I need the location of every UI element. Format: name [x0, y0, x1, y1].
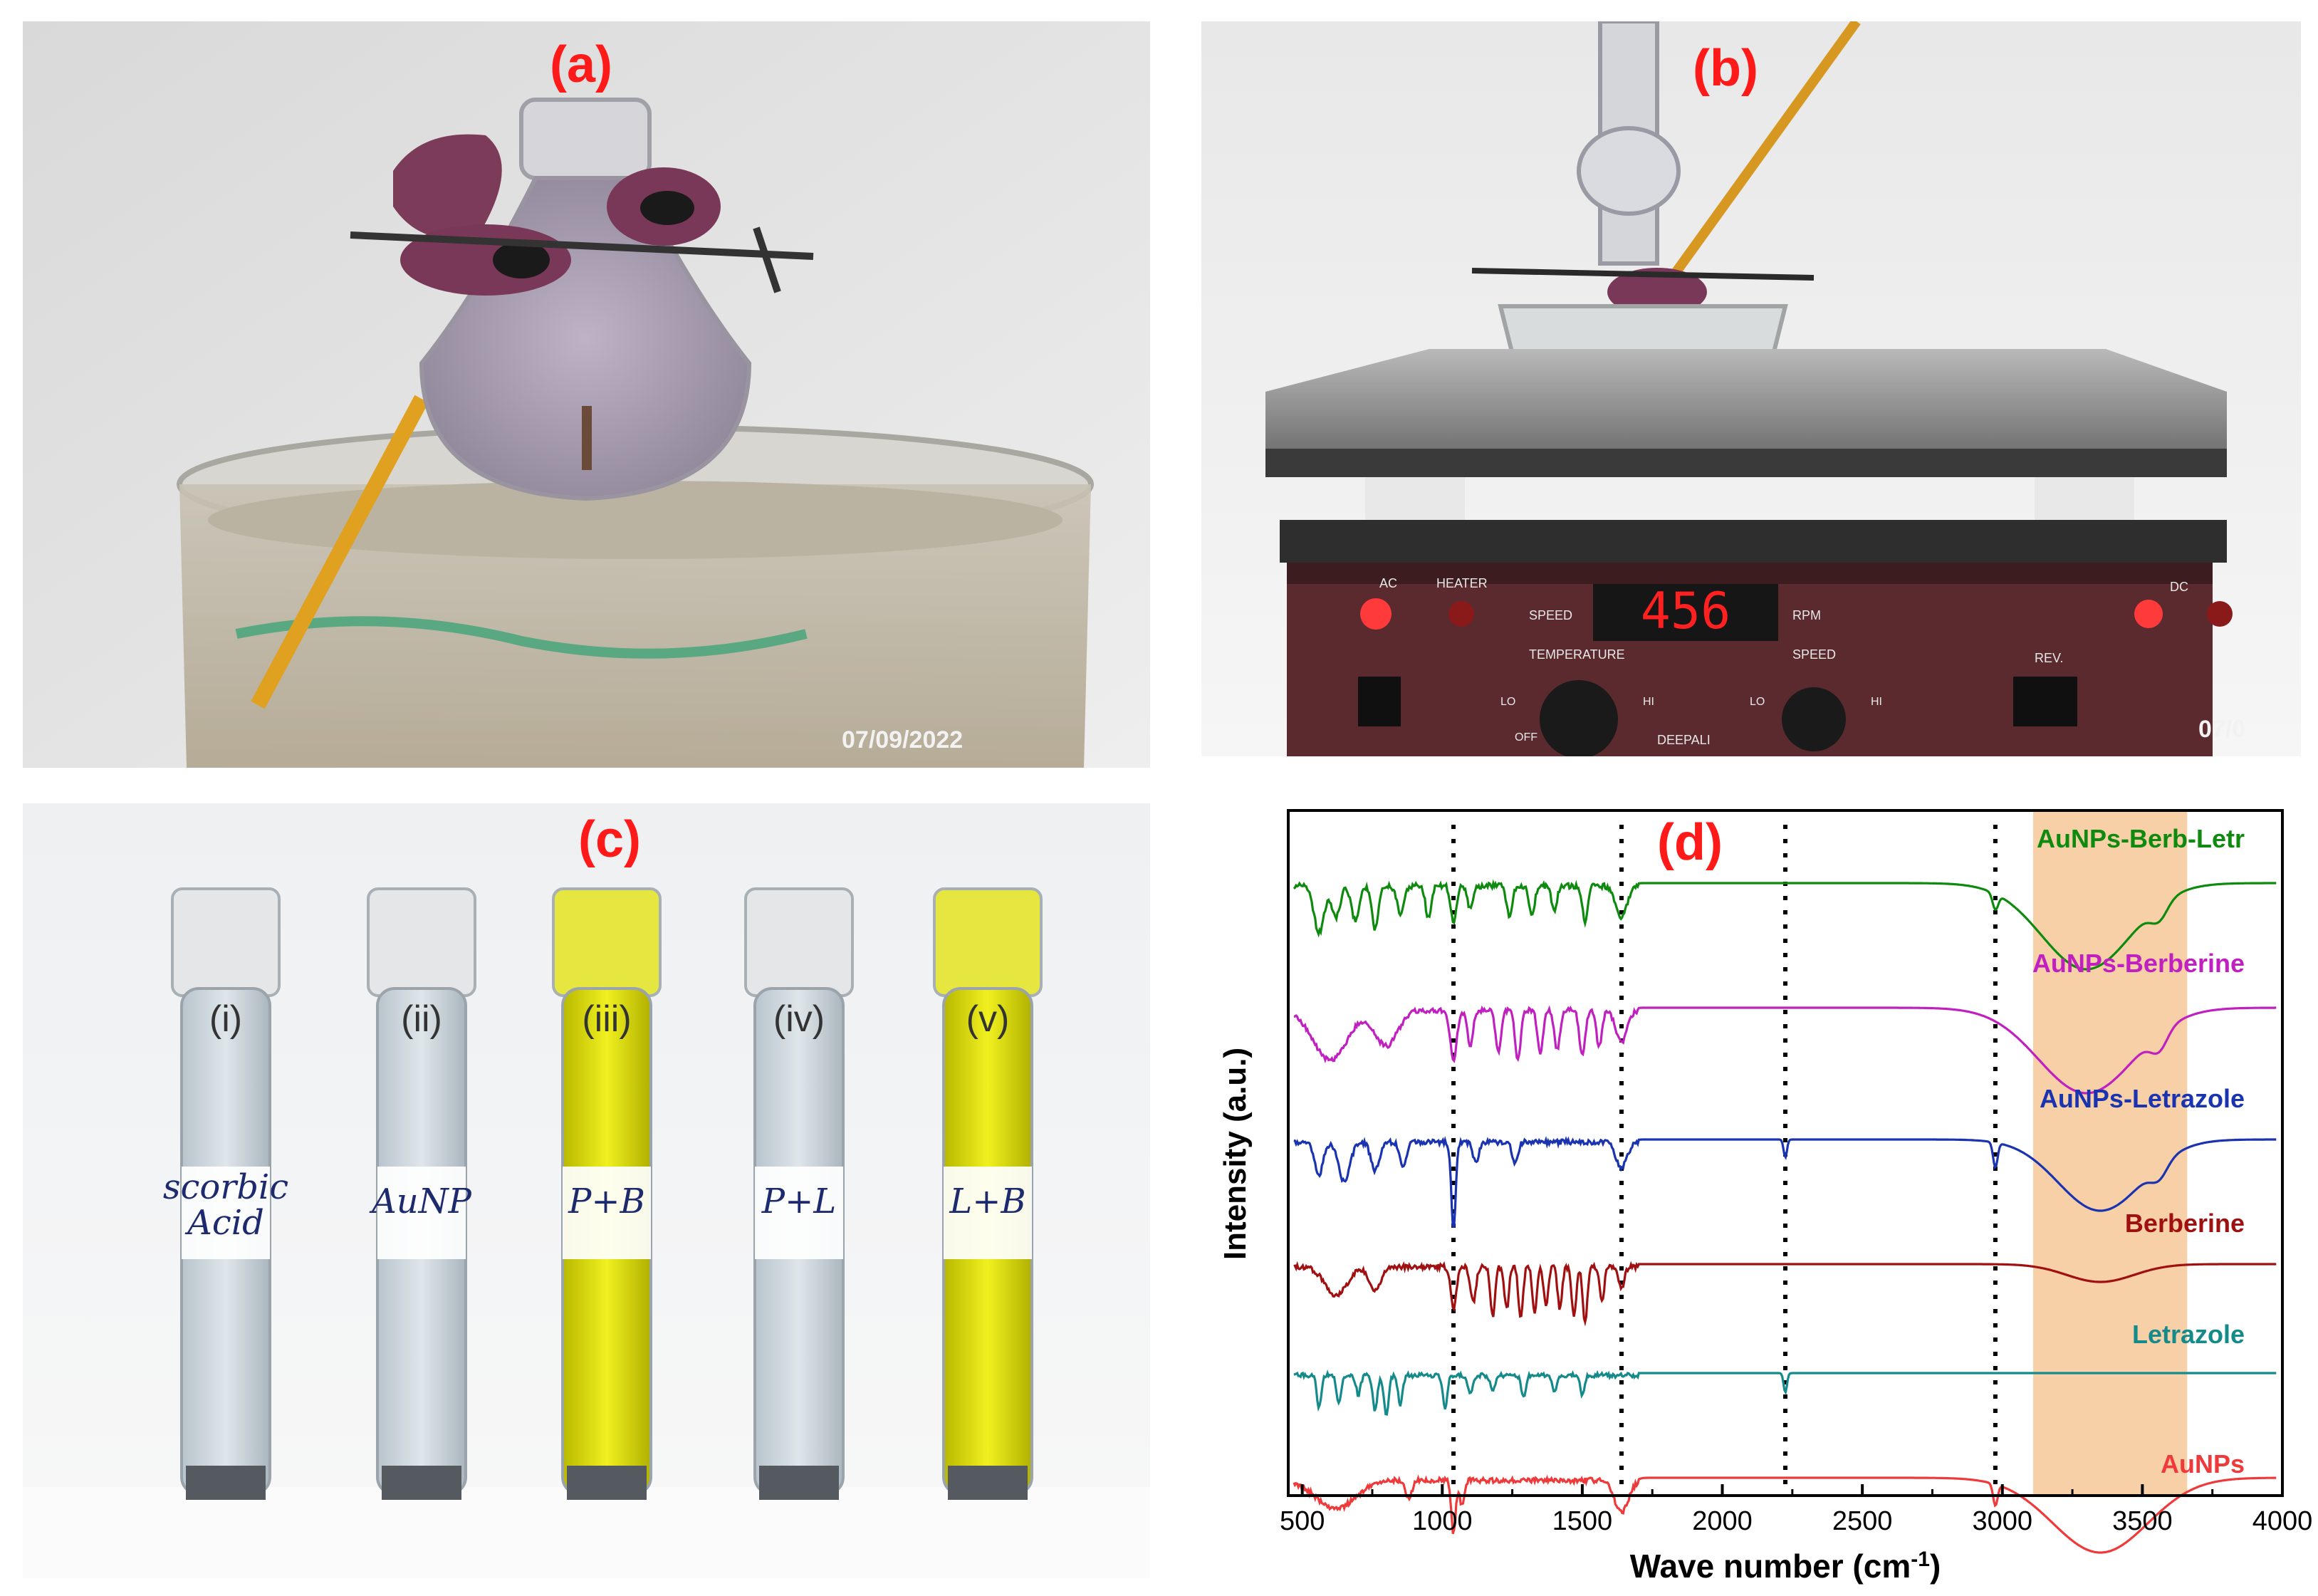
tube-base	[567, 1466, 647, 1500]
tube-cap	[744, 887, 854, 997]
panel-a-label: (a)	[550, 36, 612, 93]
panel-b-date-stamp: 07/0	[2198, 716, 2246, 743]
panel-d-ftir-chart: AuNPs-Berb-Letr AuNPs-Berberine AuNPs-Letr…	[1201, 798, 2318, 1596]
tube-cap	[933, 887, 1043, 997]
tube-base	[186, 1466, 266, 1500]
series-label: AuNPs-Berb-Letr	[2037, 824, 2245, 853]
tube-handwritten-note: L+B	[949, 1182, 1025, 1221]
x-axis-label-close: )	[1930, 1548, 1941, 1585]
series-label: AuNPs-Berberine	[2032, 949, 2245, 978]
control-label-brand: DEEPALI	[1657, 733, 1711, 747]
tube-base	[759, 1466, 839, 1500]
tube-label-sticker	[563, 1167, 651, 1259]
tube-handwritten-note: P+B	[568, 1182, 645, 1221]
series-label: Letrazole	[2132, 1320, 2245, 1349]
spectrum-line	[1293, 1135, 2277, 1228]
panel-d-label: (d)	[1657, 814, 1723, 871]
spectrum-line	[1293, 1370, 2277, 1416]
x-axis-label-exponent: -1	[1911, 1548, 1930, 1571]
control-label-rpm: RPM	[1792, 608, 1821, 622]
tube-label-sticker	[182, 1167, 270, 1259]
control-label-off: OFF	[1515, 731, 1537, 744]
panel-b-label: (b)	[1693, 40, 1758, 97]
y-axis-label: Intensity (a.u.)	[1218, 1048, 1253, 1260]
control-label-lo-2: LO	[1750, 696, 1765, 708]
hot-plate-stirrer-photo: 456 AC HEATER SPEED RPM DC TEMPERATURE S…	[1201, 21, 2301, 756]
tube-base	[382, 1466, 461, 1500]
tube-handwritten-note: P+L	[761, 1182, 836, 1221]
control-label-hi-2: HI	[1871, 696, 1882, 708]
panel-c-photo: (i) scorbic Acid (ii) AuNP (iii) P+B (iv) P+L (v)…	[23, 803, 1150, 1578]
control-label-speed: SPEED	[1529, 608, 1572, 622]
spectrum-line	[1293, 879, 2277, 971]
plot-frame	[1287, 809, 2284, 1497]
tube-cap	[552, 887, 662, 997]
series-label: AuNPs	[2161, 1449, 2245, 1478]
control-label-heater: HEATER	[1436, 576, 1488, 590]
panel-a-photo: (a) 07/09/2022	[23, 21, 1150, 768]
x-tick-label: 1500	[1552, 1506, 1613, 1536]
rpm-display: 456	[1641, 582, 1730, 640]
tube-handwritten-note: Acid	[184, 1203, 264, 1243]
panel-c-label: (c)	[578, 811, 641, 868]
x-axis-label: Wave number (cm-1)	[1630, 1548, 1941, 1585]
x-tick-label: 2500	[1832, 1506, 1893, 1536]
panel-b-photo: 456 AC HEATER SPEED RPM DC TEMPERATURE S…	[1201, 21, 2301, 756]
tube-roman-numeral: (iii)	[582, 998, 631, 1040]
control-label-rev: REV.	[2035, 651, 2063, 665]
x-tick-label: 3500	[2112, 1506, 2173, 1536]
control-label-dc: DC	[2170, 580, 2188, 594]
series-label: AuNPs-Letrazole	[2040, 1084, 2245, 1113]
tube-label-sticker	[755, 1167, 843, 1259]
sample-tube: (v) L+B	[933, 887, 1043, 1500]
sample-tube: (iv) P+L	[744, 887, 854, 1500]
tube-cap	[367, 887, 476, 997]
tube-handwritten-note: scorbic	[163, 1167, 288, 1207]
ftir-spectra-svg: AuNPs-Berb-Letr AuNPs-Berberine AuNPs-Letr…	[1201, 798, 2318, 1596]
control-label-temperature: TEMPERATURE	[1529, 647, 1625, 662]
control-label-hi-1: HI	[1643, 696, 1654, 708]
series-label: Berberine	[2125, 1209, 2245, 1238]
sample-tube: (ii) AuNP	[367, 887, 476, 1500]
tube-label-sticker	[944, 1167, 1032, 1259]
tube-base	[948, 1466, 1028, 1500]
x-axis-label-text: Wave number (cm	[1630, 1548, 1911, 1585]
panel-a-date-stamp: 07/09/2022	[842, 726, 964, 753]
tube-cap	[171, 887, 281, 997]
spectrum-line	[1293, 1261, 2277, 1327]
sample-tube: (iii) P+B	[552, 887, 662, 1500]
x-tick-label: 2000	[1692, 1506, 1753, 1536]
x-tick-label: 4000	[2252, 1506, 2313, 1536]
spectrum-line	[1293, 1005, 2277, 1095]
tube-label-sticker	[377, 1167, 466, 1259]
tube-handwritten-note: AuNP	[369, 1182, 472, 1221]
x-tick-label: 500	[1280, 1506, 1325, 1536]
tube-roman-numeral: (i)	[209, 998, 242, 1040]
control-label-speed-2: SPEED	[1792, 647, 1836, 662]
tube-roman-numeral: (ii)	[401, 998, 442, 1040]
control-label-lo-1: LO	[1500, 696, 1515, 708]
flask-in-water-bath-photo	[23, 21, 1150, 768]
highlight-region	[2033, 810, 2188, 1496]
x-tick-label: 1000	[1412, 1506, 1473, 1536]
control-label-ac: AC	[1379, 576, 1397, 590]
x-tick-label: 3000	[1972, 1506, 2032, 1536]
tube-roman-numeral: (iv)	[773, 998, 825, 1040]
tube-roman-numeral: (v)	[966, 998, 1010, 1040]
